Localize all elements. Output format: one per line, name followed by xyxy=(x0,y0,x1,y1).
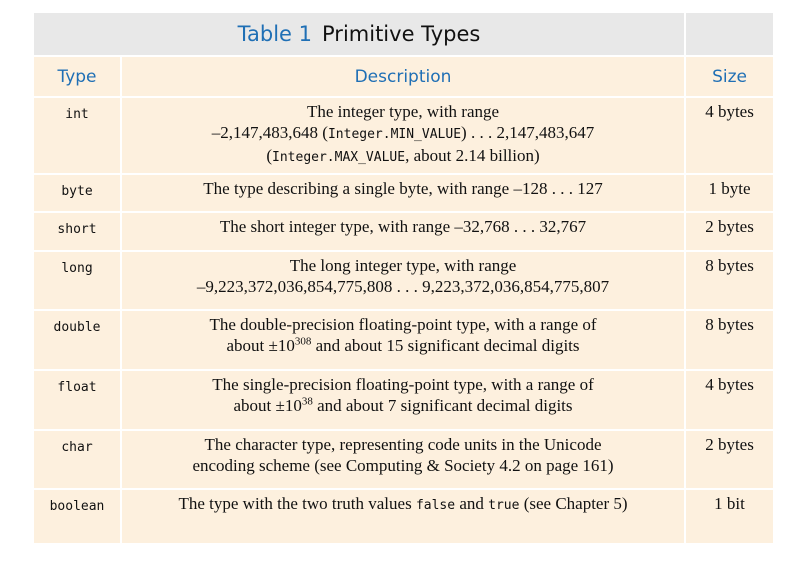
header-description: Description xyxy=(119,55,686,98)
size-cell: 2 bytes xyxy=(684,430,774,490)
table-row: boolean The type with the two truth valu… xyxy=(34,489,774,545)
description-line: –9,223,372,036,854,775,808 . . . 9,223,3… xyxy=(196,277,610,296)
table-row: byte The type describing a single byte, … xyxy=(34,174,774,213)
table-row: float The single-precision floating-poin… xyxy=(34,370,774,431)
type-cell: boolean xyxy=(34,489,121,545)
size-cell: 1 byte xyxy=(684,174,774,213)
table-number: Table 1 xyxy=(237,22,313,46)
table-title-text: Primitive Types xyxy=(322,22,481,46)
description-text: –2,147,483,648 ( xyxy=(211,123,328,142)
description-text: and xyxy=(455,494,489,513)
description-cell: The double-precision floating-point type… xyxy=(119,310,686,371)
size-cell: 4 bytes xyxy=(684,370,774,431)
description-line: The long integer type, with range xyxy=(289,256,517,275)
table-row: char The character type, representing co… xyxy=(34,430,774,490)
description-text: about ±10 xyxy=(233,396,302,415)
size-cell: 8 bytes xyxy=(684,251,774,311)
table-row: int The integer type, with range –2,147,… xyxy=(34,97,774,175)
description-text: and about 15 significant decimal digits xyxy=(311,336,580,355)
description-line: about ±1038 and about 7 significant deci… xyxy=(122,395,684,416)
description-cell: The integer type, with range –2,147,483,… xyxy=(119,97,686,175)
description-text: and about 7 significant decimal digits xyxy=(312,396,573,415)
header-size: Size xyxy=(684,55,774,98)
type-cell: char xyxy=(34,430,121,490)
type-cell: long xyxy=(34,251,121,311)
description-text: ) . . . 2,147,483,647 xyxy=(461,123,595,142)
type-cell: float xyxy=(34,370,121,431)
description-cell: The type with the two truth values false… xyxy=(119,489,686,545)
table-row: short The short integer type, with range… xyxy=(34,212,774,252)
code-text: false xyxy=(415,498,456,513)
type-cell: int xyxy=(34,97,121,175)
description-text: The type with the two truth values xyxy=(178,494,416,513)
description-cell: The short integer type, with range –32,7… xyxy=(119,212,686,252)
type-cell: byte xyxy=(34,174,121,213)
description-text: ( xyxy=(266,146,273,165)
primitive-types-table-container: Table 1 Primitive Types Type Description … xyxy=(34,13,774,545)
exponent: 308 xyxy=(294,335,312,348)
description-cell: The single-precision floating-point type… xyxy=(119,370,686,431)
description-line: The single-precision floating-point type… xyxy=(212,375,594,394)
description-line: The integer type, with range xyxy=(306,102,500,121)
code-text: true xyxy=(488,498,520,513)
description-line: The character type, representing code un… xyxy=(204,435,602,454)
header-type: Type xyxy=(34,55,121,98)
primitive-types-table: Table 1 Primitive Types Type Description … xyxy=(34,13,774,545)
table-title-side xyxy=(684,13,774,56)
description-cell: The type describing a single byte, with … xyxy=(119,174,686,213)
description-line: (Integer.MAX_VALUE, about 2.14 billion) xyxy=(122,145,684,168)
size-cell: 4 bytes xyxy=(684,97,774,175)
table-header-row: Type Description Size xyxy=(34,55,774,98)
exponent: 38 xyxy=(301,395,313,408)
table-title-row: Table 1 Primitive Types xyxy=(34,13,774,56)
description-line: encoding scheme (see Computing & Society… xyxy=(192,456,614,475)
code-text: Integer.MAX_VALUE xyxy=(272,150,406,165)
code-text: Integer.MIN_VALUE xyxy=(327,127,462,142)
size-cell: 2 bytes xyxy=(684,212,774,252)
description-line: –2,147,483,648 (Integer.MIN_VALUE) . . .… xyxy=(122,122,684,145)
size-cell: 1 bit xyxy=(684,489,774,545)
table-title: Table 1 Primitive Types xyxy=(34,13,686,56)
description-text: (see Chapter 5) xyxy=(519,494,628,513)
table-row: long The long integer type, with range –… xyxy=(34,251,774,311)
description-text: , about 2.14 billion) xyxy=(405,146,540,165)
description-line: about ±10308 and about 15 significant de… xyxy=(122,335,684,356)
description-text: about ±10 xyxy=(226,336,295,355)
size-cell: 8 bytes xyxy=(684,310,774,371)
table-row: double The double-precision floating-poi… xyxy=(34,310,774,371)
description-cell: The character type, representing code un… xyxy=(119,430,686,490)
description-cell: The long integer type, with range –9,223… xyxy=(119,251,686,311)
type-cell: short xyxy=(34,212,121,252)
description-line: The double-precision floating-point type… xyxy=(209,315,597,334)
type-cell: double xyxy=(34,310,121,371)
